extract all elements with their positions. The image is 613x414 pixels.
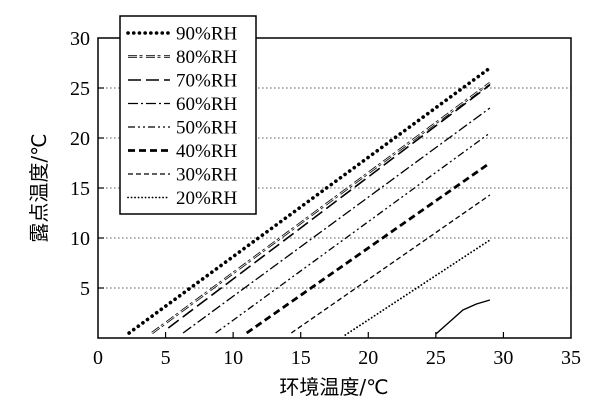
legend-box [119,15,257,215]
series-line-0 [127,66,492,335]
x-tick-label-6: 30 [493,347,513,369]
legend-label-7: 20%RH [176,188,238,209]
y-tick-label-1: 10 [70,228,90,250]
x-tick-label-7: 35 [561,347,581,369]
legend-label-0: 90%RH [176,24,238,45]
series-line-8 [435,299,491,335]
series-line-4 [215,132,491,334]
y-tick-label-3: 20 [70,128,90,150]
legend-label-1: 80%RH [176,47,238,68]
x-tick-label-3: 15 [291,347,311,369]
x-tick-label-2: 10 [223,347,243,369]
grid-layer [98,87,571,289]
tick-layer: 0 5 10 15 20 25 30 35 5 10 15 20 25 30 [70,28,581,369]
legend-label-2: 70%RH [176,71,238,92]
series-line-5 [245,161,491,335]
series-line-2 [167,84,491,329]
legend-label-6: 30%RH [176,165,238,186]
legend-label-3: 60%RH [176,94,238,115]
legend-label-4: 50%RH [176,118,238,139]
x-axis-title: 环境温度/℃ [279,375,388,399]
y-tick-label-4: 25 [70,78,90,100]
x-tick-label-5: 25 [426,347,446,369]
series-layer [127,66,492,336]
series-line-7 [344,239,491,336]
y-tick-label-2: 15 [70,178,90,200]
y-tick-label-5: 30 [70,28,90,50]
series-line-3 [182,107,491,334]
series-line-1-inner [151,82,491,334]
y-axis-title: 露点温度/℃ [27,133,51,242]
y-tick-label-0: 5 [80,278,90,300]
x-tick-label-0: 0 [93,347,103,369]
series-line-6 [290,194,491,334]
x-tick-label-1: 5 [161,347,171,369]
x-tick-label-4: 20 [358,347,378,369]
legend-label-5: 40%RH [176,141,238,162]
